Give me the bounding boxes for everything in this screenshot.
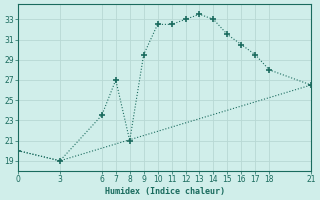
X-axis label: Humidex (Indice chaleur): Humidex (Indice chaleur) <box>105 187 225 196</box>
